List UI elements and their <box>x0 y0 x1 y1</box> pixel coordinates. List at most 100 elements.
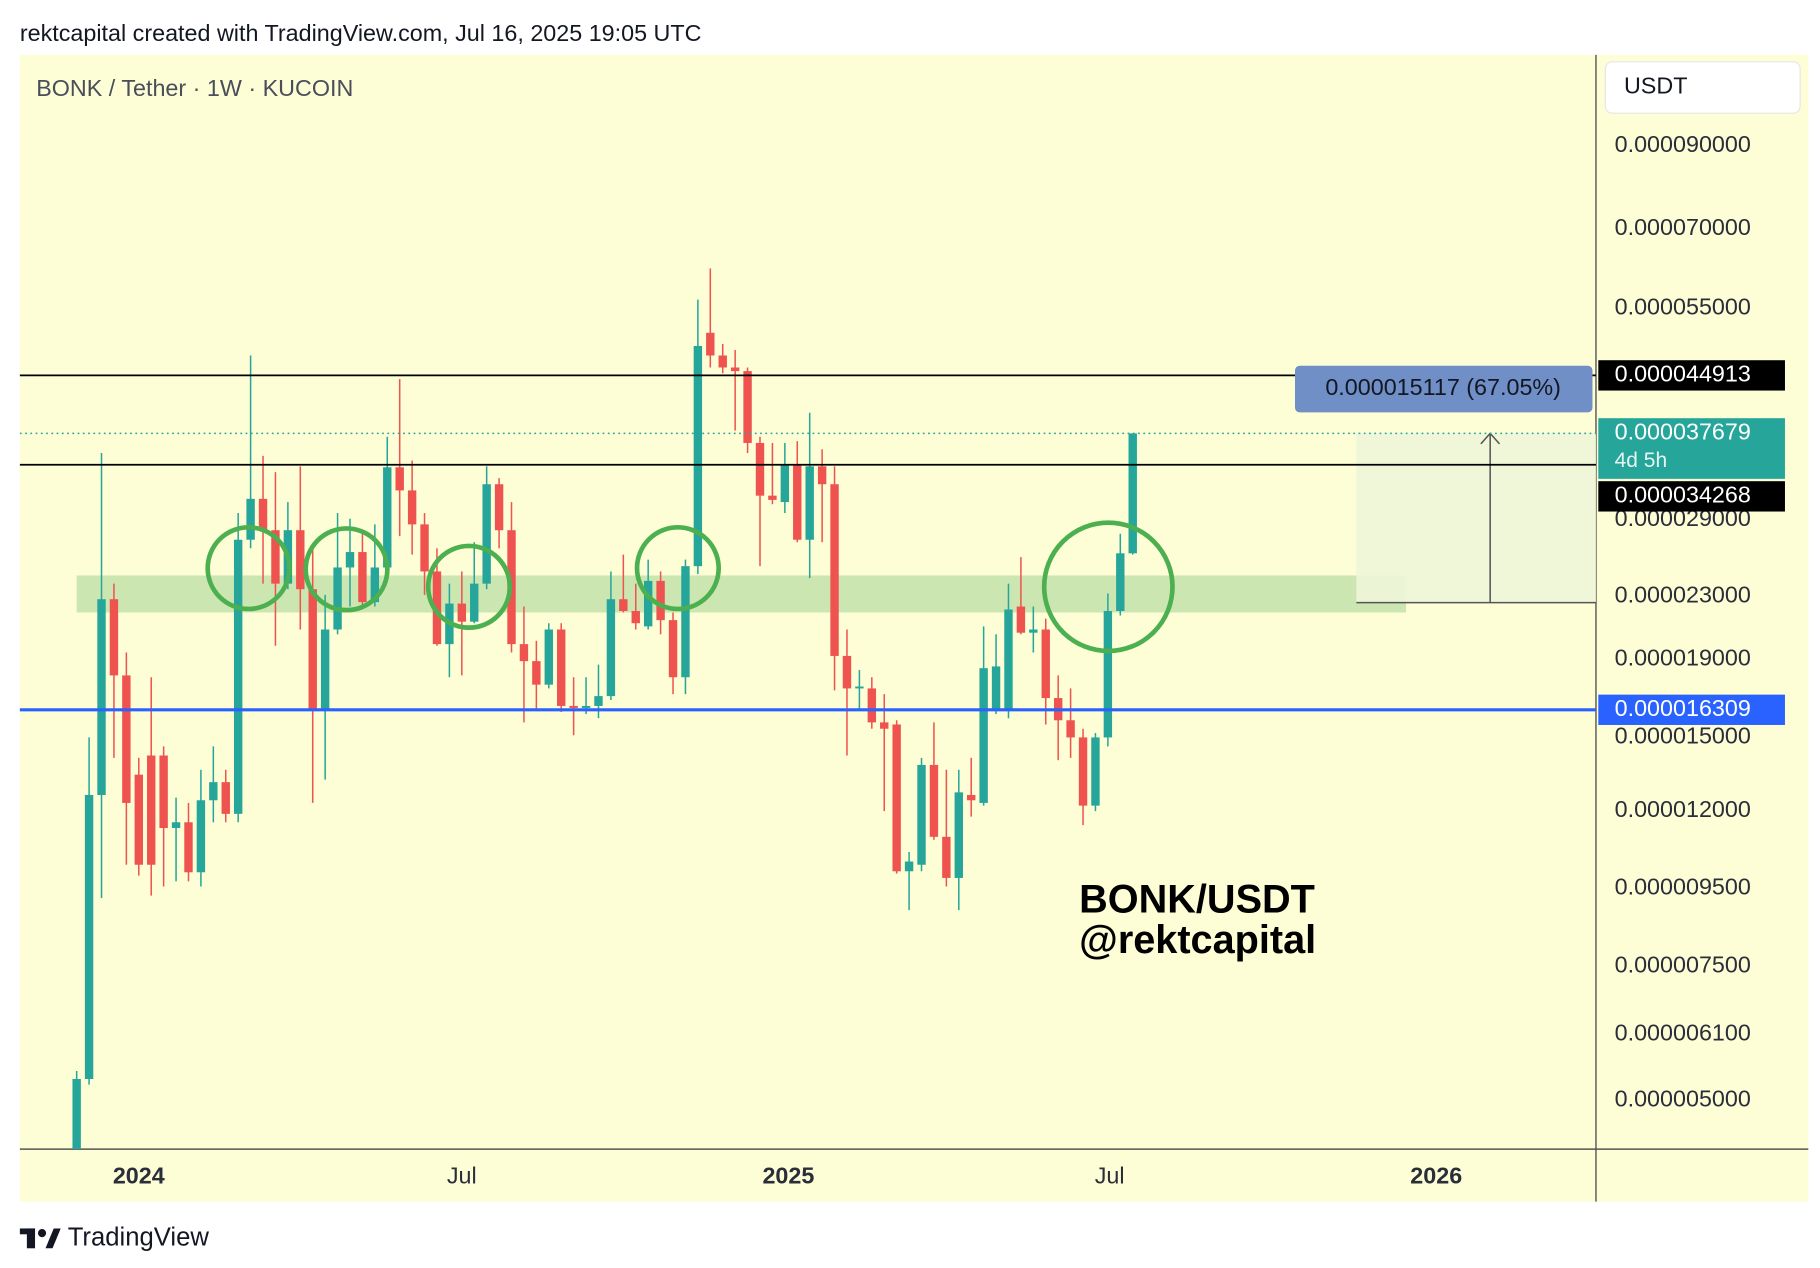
watermark: BONK/USDT <box>1079 877 1315 921</box>
candle-body <box>494 484 504 531</box>
candle-body <box>470 583 479 622</box>
candle-body <box>668 620 678 678</box>
labels-layer: 0.000037679 4d 5h 0.000044913 0.000034268 0.… <box>1294 360 1785 725</box>
candle-body <box>755 442 765 496</box>
candle-body <box>196 800 206 873</box>
logo-part <box>26 1228 36 1249</box>
candle-body <box>532 661 541 685</box>
candle-body <box>345 552 355 568</box>
x-tick-label: 2025 <box>762 1162 814 1188</box>
chart-background <box>19 54 1809 1202</box>
candle-body <box>867 688 877 723</box>
circle-annotation <box>634 524 722 612</box>
logo-part <box>37 1229 47 1238</box>
y-tick-label: 0.000090000 <box>1615 131 1751 157</box>
candle-body <box>147 755 156 865</box>
candle-body <box>730 367 740 372</box>
candle-body <box>681 566 690 678</box>
candle-body <box>693 345 703 567</box>
measure-label: 0.000015117 (67.05%) <box>1325 374 1561 400</box>
level-label: 0.000016309 <box>1615 695 1751 721</box>
y-tick-label: 0.000012000 <box>1615 796 1751 822</box>
y-tick-label: 0.000009500 <box>1615 873 1751 899</box>
logo-part <box>45 1228 61 1249</box>
candle-body <box>1016 606 1026 633</box>
level-label: 0.000044913 <box>1615 361 1751 387</box>
candle-body <box>407 490 417 525</box>
candle-body <box>1029 629 1038 633</box>
candle-body <box>271 530 280 584</box>
candle-body <box>1128 433 1137 554</box>
candle-body <box>643 580 653 627</box>
candle-body <box>358 552 367 603</box>
circle-annotation <box>303 526 390 613</box>
level-label-bg <box>1598 694 1785 725</box>
measure-box <box>1356 433 1596 603</box>
candle-body <box>370 567 380 603</box>
brand-logo <box>19 1228 61 1249</box>
level-label-bg <box>1598 360 1785 391</box>
symbol-title: BONK / Tether · 1W · KUCOIN <box>36 75 353 101</box>
x-tick-label: Jul <box>1095 1162 1125 1188</box>
candle-body <box>904 861 914 872</box>
candle-body <box>780 464 790 503</box>
y-tick-label: 0.000015000 <box>1615 723 1751 749</box>
candle-body <box>221 782 230 814</box>
candle-body <box>308 589 317 710</box>
candle-body <box>420 524 429 572</box>
circle-annotation <box>205 524 292 612</box>
candle-body <box>246 498 255 540</box>
candle-body <box>134 774 143 865</box>
level-label-bg <box>1598 481 1785 512</box>
candle-body <box>991 666 1001 710</box>
candle-body <box>209 782 218 801</box>
candle-body <box>1103 610 1113 738</box>
candle-body <box>395 467 404 491</box>
candle-body <box>1078 737 1088 806</box>
candle-body <box>1066 720 1075 738</box>
candle-body <box>233 539 243 814</box>
candle-body <box>1004 609 1013 710</box>
candle-body <box>842 655 852 689</box>
y-tick-label: 0.000019000 <box>1615 645 1751 671</box>
candle-body <box>768 495 777 500</box>
candle-body <box>320 629 330 710</box>
candle-body <box>1091 737 1100 806</box>
candle-body <box>482 484 491 584</box>
y-tick-label: 0.000023000 <box>1615 581 1751 607</box>
last-price-label-bg <box>1598 418 1785 479</box>
candle-body <box>880 722 889 729</box>
y-tick-label: 0.000005000 <box>1615 1085 1751 1111</box>
candle-body <box>855 686 864 689</box>
candle-body <box>544 629 553 685</box>
candle-body <box>656 580 665 621</box>
candle-body <box>557 629 566 706</box>
circle-annotations <box>205 520 1175 654</box>
candle-body <box>457 603 467 622</box>
candles-layer <box>72 268 1137 1150</box>
candle-body <box>942 836 951 878</box>
candle-body <box>929 764 939 837</box>
candle-body <box>917 764 926 865</box>
currency: USDT <box>1624 73 1688 99</box>
watermark: @rektcapital <box>1079 918 1316 962</box>
candle-body <box>830 484 839 656</box>
y-tick-label: 0.000006100 <box>1615 1020 1751 1046</box>
candle-body <box>805 466 814 540</box>
candle-body <box>606 599 616 697</box>
candle-body <box>383 467 392 568</box>
candle-body <box>1116 553 1125 611</box>
candle-body <box>72 1078 81 1150</box>
level-label: 0.000034268 <box>1615 482 1751 508</box>
x-tick-label: 2026 <box>1410 1162 1462 1188</box>
x-tick-label: Jul <box>447 1162 477 1188</box>
candle-body <box>97 599 106 795</box>
circle-annotation <box>425 543 513 630</box>
candle-body <box>569 705 578 708</box>
circle-annotation <box>1041 520 1175 654</box>
candle-body <box>967 794 976 801</box>
candle-body <box>122 675 131 803</box>
candle-body <box>84 794 94 1079</box>
